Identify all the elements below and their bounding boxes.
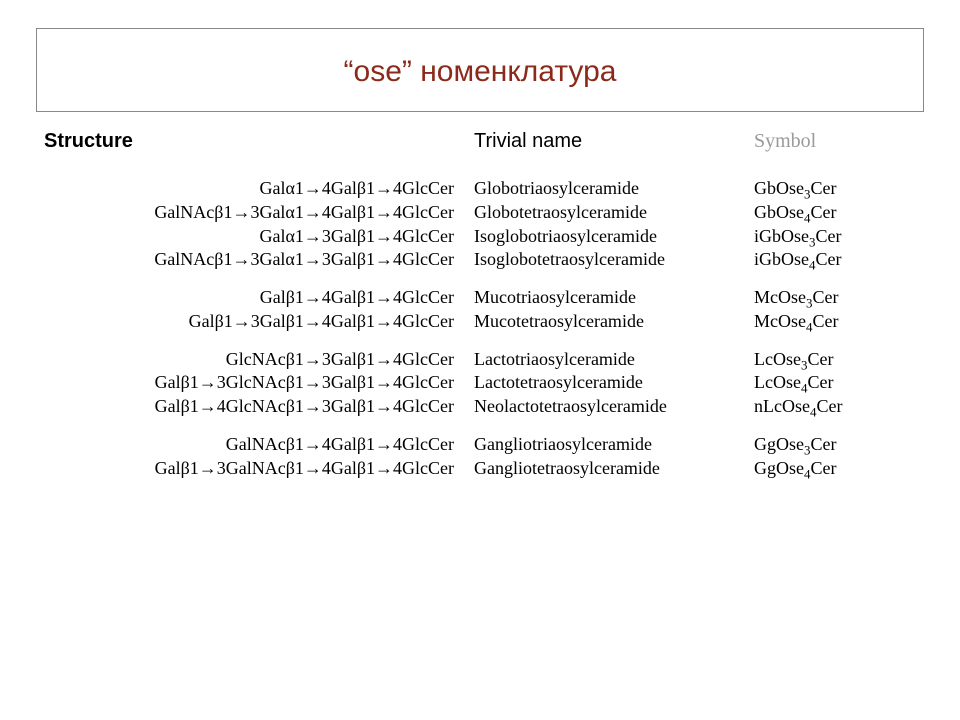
table-body: Galα1→4Galβ1→4GlcCerGalNAcβ1→3Galα1→4Gal… xyxy=(44,177,916,480)
col-structure: GlcNAcβ1→3Galβ1→4GlcCerGalβ1→3GlcNAcβ1→3… xyxy=(44,348,474,419)
symbol-cell: nLcOse4Cer xyxy=(754,395,914,419)
symbol-cell: GbOse4Cer xyxy=(754,201,914,225)
header-structure: Structure xyxy=(44,130,474,153)
symbol-suffix: Cer xyxy=(807,349,833,369)
symbol-prefix: McOse xyxy=(754,287,806,307)
symbol-suffix: Cer xyxy=(810,178,836,198)
symbol-prefix: LcOse xyxy=(754,372,801,392)
symbol-cell: GgOse3Cer xyxy=(754,433,914,457)
slide: “ose” номенклатура Structure Trivial nam… xyxy=(0,0,960,720)
structure-cell: GalNAcβ1→4Galβ1→4GlcCer xyxy=(44,433,454,457)
symbol-cell: McOse4Cer xyxy=(754,310,914,334)
symbol-suffix: Cer xyxy=(810,202,836,222)
trivial-cell: Gangliotriaosylceramide xyxy=(474,433,754,457)
symbol-suffix: Cer xyxy=(815,226,841,246)
row-group: Galβ1→4Galβ1→4GlcCerGalβ1→3Galβ1→4Galβ1→… xyxy=(44,286,916,334)
trivial-cell: Globotriaosylceramide xyxy=(474,177,754,201)
symbol-cell: LcOse4Cer xyxy=(754,371,914,395)
col-symbol: LcOse3CerLcOse4CernLcOse4Cer xyxy=(754,348,914,419)
symbol-cell: GgOse4Cer xyxy=(754,457,914,481)
symbol-suffix: Cer xyxy=(807,372,833,392)
structure-cell: Galβ1→3GalNAcβ1→4Galβ1→4GlcCer xyxy=(44,457,454,481)
symbol-prefix: GbOse xyxy=(754,178,804,198)
trivial-cell: Neolactotetraosylceramide xyxy=(474,395,754,419)
table-header-row: Structure Trivial name Symbol xyxy=(44,130,916,153)
structure-cell: GlcNAcβ1→3Galβ1→4GlcCer xyxy=(44,348,454,372)
symbol-suffix: Cer xyxy=(810,434,836,454)
slide-title: “ose” номенклатура xyxy=(37,55,923,89)
symbol-prefix: nLcOse xyxy=(754,396,810,416)
symbol-prefix: GgOse xyxy=(754,458,804,478)
symbol-prefix: LcOse xyxy=(754,349,801,369)
structure-cell: Galα1→4Galβ1→4GlcCer xyxy=(44,177,454,201)
symbol-suffix: Cer xyxy=(812,311,838,331)
symbol-prefix: iGbOse xyxy=(754,226,809,246)
symbol-prefix: GbOse xyxy=(754,202,804,222)
trivial-cell: Globotetraosylceramide xyxy=(474,201,754,225)
trivial-cell: Isoglobotriaosylceramide xyxy=(474,225,754,249)
structure-cell: Galβ1→3GlcNAcβ1→3Galβ1→4GlcCer xyxy=(44,371,454,395)
col-structure: Galβ1→4Galβ1→4GlcCerGalβ1→3Galβ1→4Galβ1→… xyxy=(44,286,474,334)
symbol-prefix: McOse xyxy=(754,311,806,331)
header-trivial: Trivial name xyxy=(474,130,754,153)
symbol-prefix: GgOse xyxy=(754,434,804,454)
symbol-cell: iGbOse3Cer xyxy=(754,225,914,249)
row-group: Galα1→4Galβ1→4GlcCerGalNAcβ1→3Galα1→4Gal… xyxy=(44,177,916,272)
col-structure: Galα1→4Galβ1→4GlcCerGalNAcβ1→3Galα1→4Gal… xyxy=(44,177,474,272)
trivial-cell: Mucotriaosylceramide xyxy=(474,286,754,310)
col-structure: GalNAcβ1→4Galβ1→4GlcCerGalβ1→3GalNAcβ1→4… xyxy=(44,433,474,481)
trivial-cell: Mucotetraosylceramide xyxy=(474,310,754,334)
symbol-prefix: iGbOse xyxy=(754,249,809,269)
symbol-suffix: Cer xyxy=(815,249,841,269)
structure-cell: Galβ1→4GlcNAcβ1→3Galβ1→4GlcCer xyxy=(44,395,454,419)
symbol-suffix: Cer xyxy=(812,287,838,307)
col-trivial: GlobotriaosylceramideGlobotetraosylceram… xyxy=(474,177,754,272)
col-symbol: GbOse3CerGbOse4CeriGbOse3CeriGbOse4Cer xyxy=(754,177,914,272)
col-symbol: GgOse3CerGgOse4Cer xyxy=(754,433,914,481)
structure-cell: GalNAcβ1→3Galα1→3Galβ1→4GlcCer xyxy=(44,248,454,272)
trivial-cell: Lactotetraosylceramide xyxy=(474,371,754,395)
trivial-cell: Isoglobotetraosylceramide xyxy=(474,248,754,272)
col-symbol: McOse3CerMcOse4Cer xyxy=(754,286,914,334)
structure-cell: Galβ1→4Galβ1→4GlcCer xyxy=(44,286,454,310)
structure-cell: Galα1→3Galβ1→4GlcCer xyxy=(44,225,454,249)
symbol-suffix: Cer xyxy=(816,396,842,416)
trivial-cell: Gangliotetraosylceramide xyxy=(474,457,754,481)
structure-cell: GalNAcβ1→3Galα1→4Galβ1→4GlcCer xyxy=(44,201,454,225)
symbol-cell: McOse3Cer xyxy=(754,286,914,310)
symbol-suffix: Cer xyxy=(810,458,836,478)
row-group: GlcNAcβ1→3Galβ1→4GlcCerGalβ1→3GlcNAcβ1→3… xyxy=(44,348,916,419)
content-area: Structure Trivial name Symbol Galα1→4Gal… xyxy=(36,130,924,480)
col-trivial: LactotriaosylceramideLactotetraosylceram… xyxy=(474,348,754,419)
trivial-cell: Lactotriaosylceramide xyxy=(474,348,754,372)
header-symbol: Symbol xyxy=(754,130,894,153)
symbol-cell: LcOse3Cer xyxy=(754,348,914,372)
title-box: “ose” номенклатура xyxy=(36,28,924,112)
symbol-cell: GbOse3Cer xyxy=(754,177,914,201)
structure-cell: Galβ1→3Galβ1→4Galβ1→4GlcCer xyxy=(44,310,454,334)
col-trivial: GangliotriaosylceramideGangliotetraosylc… xyxy=(474,433,754,481)
symbol-cell: iGbOse4Cer xyxy=(754,248,914,272)
col-trivial: MucotriaosylceramideMucotetraosylceramid… xyxy=(474,286,754,334)
row-group: GalNAcβ1→4Galβ1→4GlcCerGalβ1→3GalNAcβ1→4… xyxy=(44,433,916,481)
